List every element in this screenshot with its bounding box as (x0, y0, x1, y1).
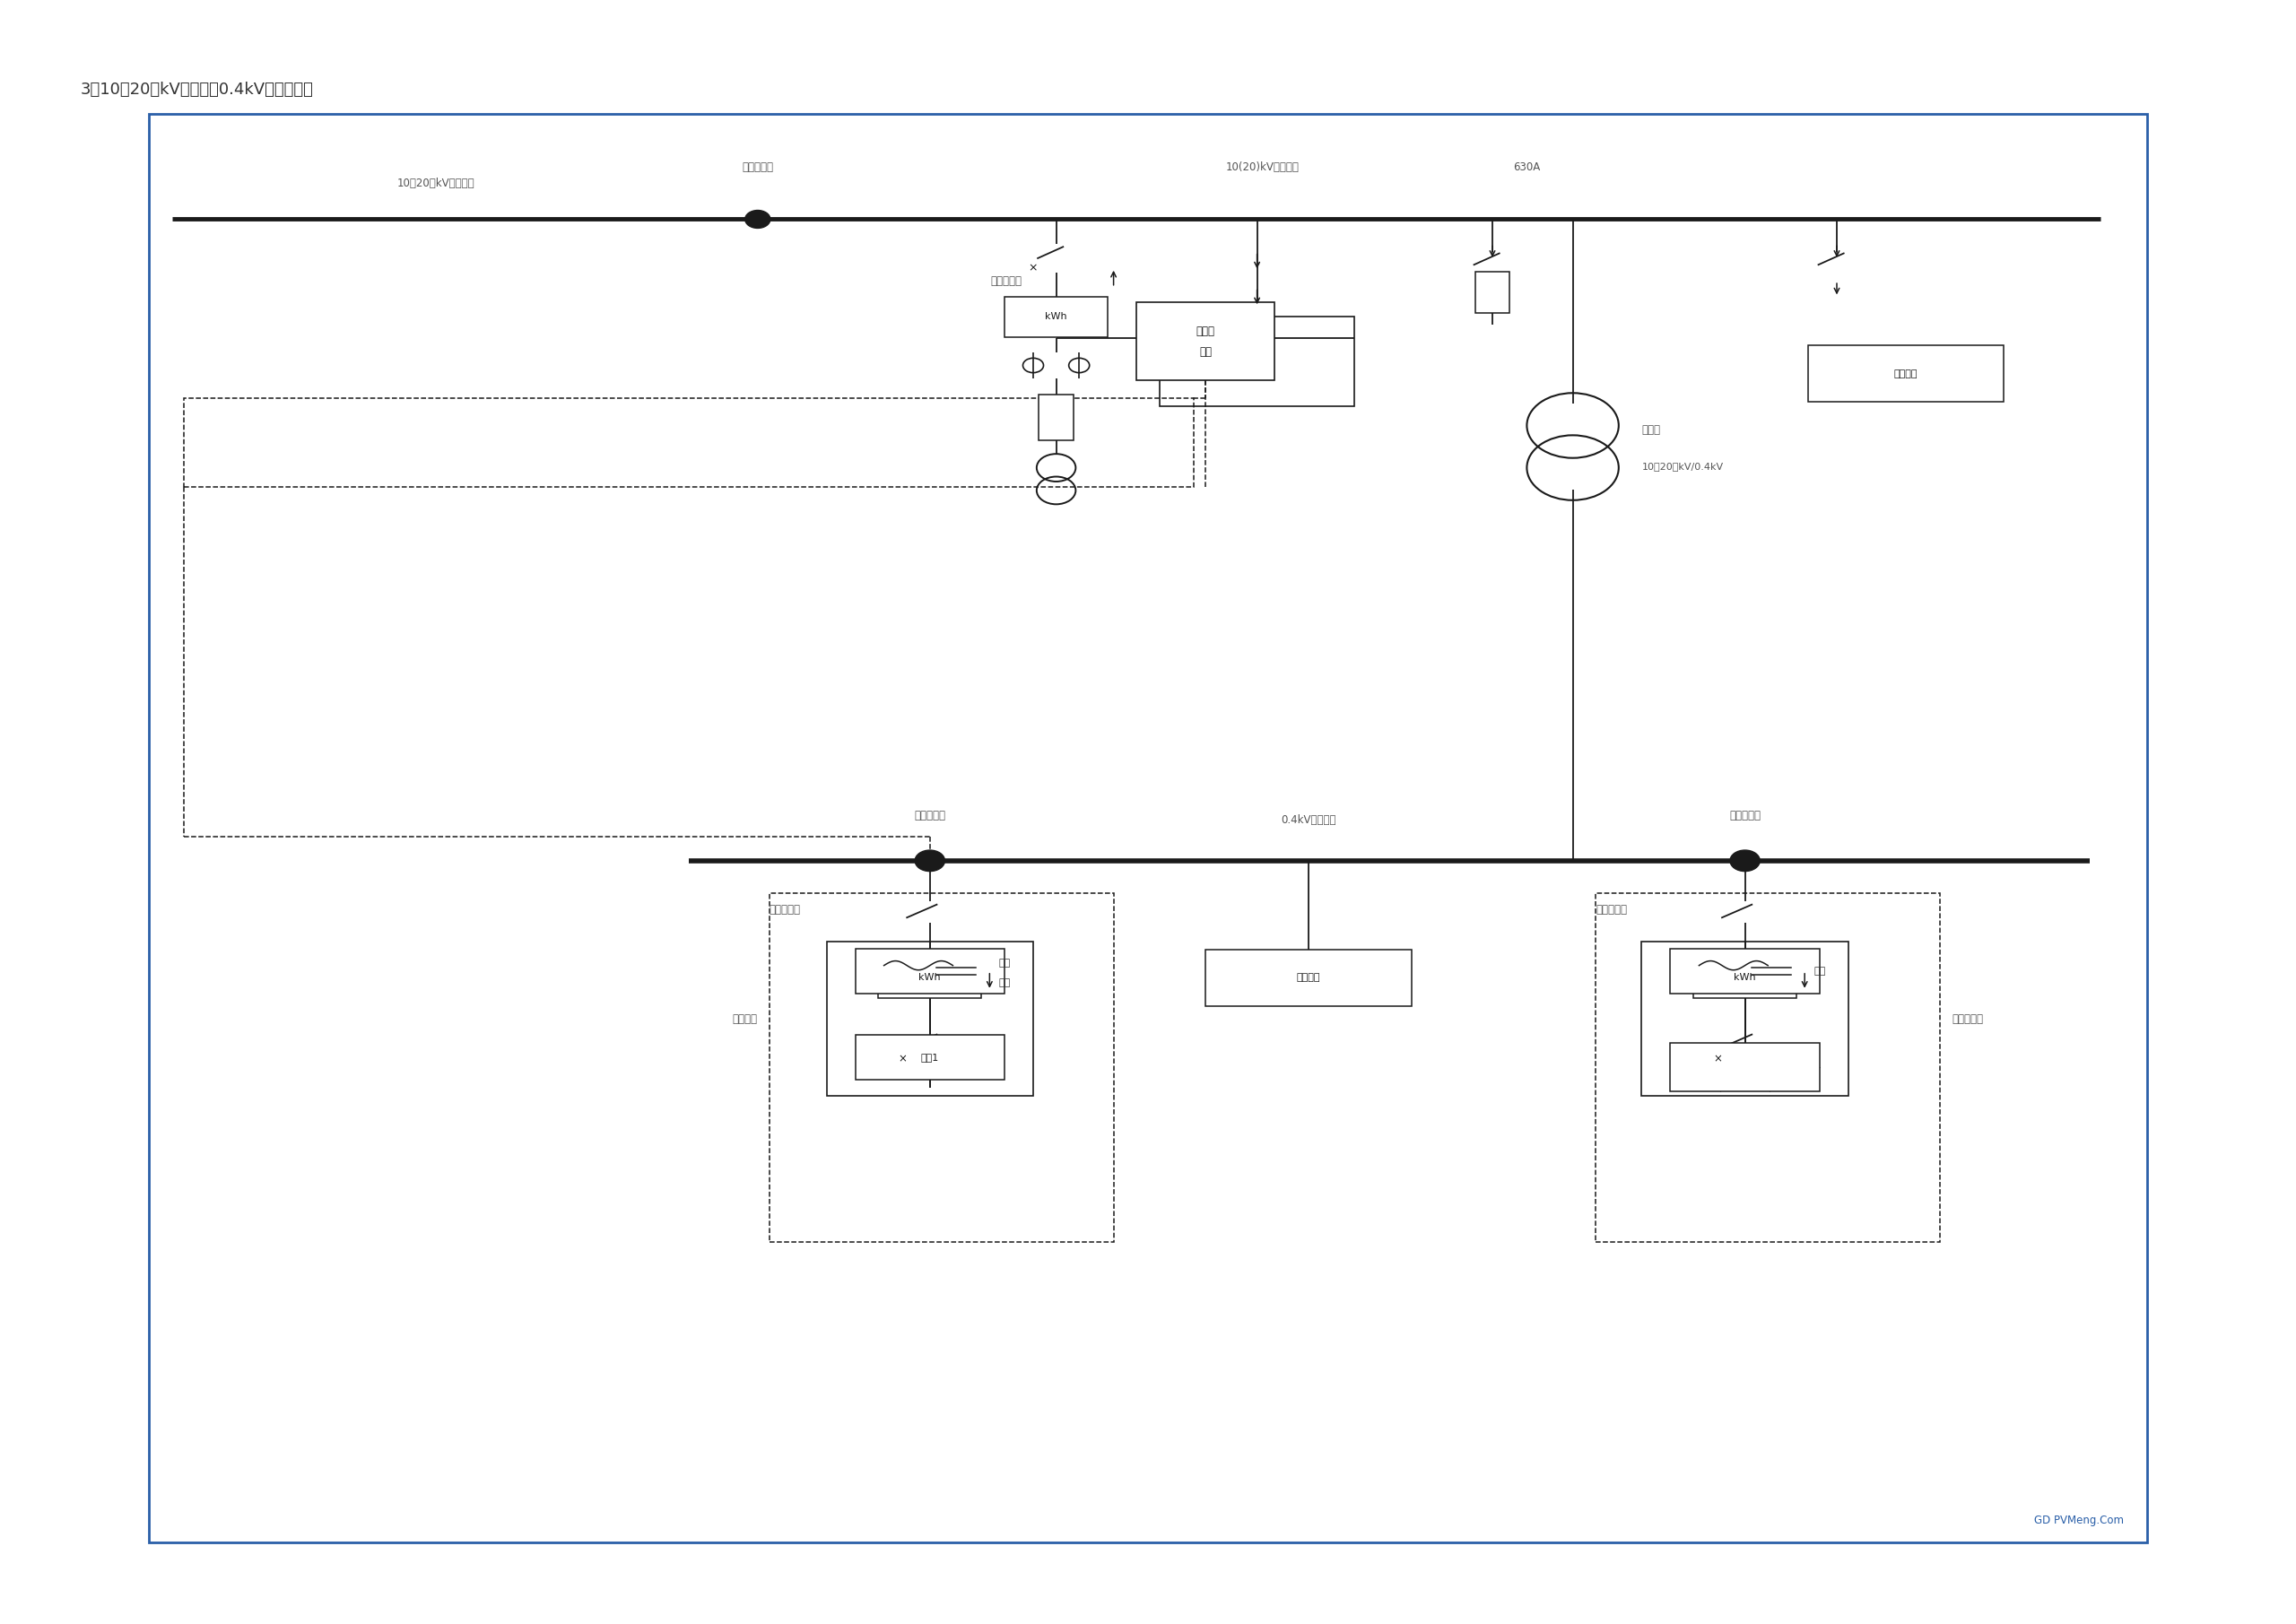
Text: 储能系统: 储能系统 (732, 1013, 758, 1025)
Bar (1205, 948, 1412, 1005)
Bar (1809, 346, 2002, 401)
Text: 装置: 装置 (1199, 346, 1212, 359)
Bar (1596, 893, 1940, 1242)
Bar (149, 114, 2147, 1543)
Text: 630A: 630A (1513, 161, 1541, 174)
Text: 用户负荷: 用户负荷 (1894, 369, 1917, 378)
Text: 用户计量点: 用户计量点 (990, 274, 1022, 287)
Bar (856, 1034, 1006, 1080)
Bar (1006, 296, 1109, 336)
Text: kWh: kWh (1045, 312, 1068, 322)
Text: 公共连接点: 公共连接点 (742, 161, 774, 174)
Bar (769, 893, 1114, 1242)
Text: ×: × (898, 1052, 907, 1065)
Text: kWh: kWh (918, 973, 941, 983)
Text: 3、10（20）kV高供高计0.4kV低压侧并网: 3、10（20）kV高供高计0.4kV低压侧并网 (80, 81, 315, 97)
Circle shape (1731, 851, 1761, 870)
Text: 储能1: 储能1 (921, 1052, 939, 1062)
Text: 10(20)kV用户母线: 10(20)kV用户母线 (1226, 161, 1300, 174)
Text: ×: × (1029, 261, 1038, 274)
Bar (1159, 317, 1355, 406)
Text: GD PVMeng.Com: GD PVMeng.Com (2034, 1515, 2124, 1527)
Bar (1476, 271, 1511, 312)
Bar (1040, 395, 1075, 440)
Text: kWh: kWh (1733, 973, 1756, 983)
Text: ×: × (1713, 1052, 1722, 1065)
Bar (827, 942, 1033, 1096)
Text: 防逆流: 防逆流 (1196, 325, 1215, 338)
Bar (856, 948, 1006, 994)
Circle shape (744, 211, 771, 227)
Text: 分布式光伏: 分布式光伏 (1952, 1013, 1984, 1025)
Bar (1671, 1043, 1821, 1091)
Bar (1137, 302, 1274, 380)
Text: 0.4kV用户母线: 0.4kV用户母线 (1281, 814, 1336, 827)
Text: 正向: 正向 (999, 978, 1010, 987)
Bar (184, 398, 1194, 487)
Bar (1642, 942, 1848, 1096)
Text: 用户变: 用户变 (1642, 424, 1660, 437)
Text: 10（20）kV公用线路: 10（20）kV公用线路 (397, 177, 475, 190)
Bar (879, 957, 983, 997)
Text: 光伏计量箱: 光伏计量箱 (1596, 903, 1628, 916)
Text: 光伏并网点: 光伏并网点 (1729, 809, 1761, 822)
Text: 储能并网点: 储能并网点 (914, 809, 946, 822)
Bar (1694, 957, 1798, 997)
Text: 上网: 上网 (1814, 966, 1825, 976)
Text: 10（20）kV/0.4kV: 10（20）kV/0.4kV (1642, 461, 1724, 471)
Bar (1671, 948, 1821, 994)
Text: 充电: 充电 (999, 958, 1010, 968)
Circle shape (914, 851, 946, 870)
Text: 储能计量柜: 储能计量柜 (769, 903, 801, 916)
Text: 用户负荷: 用户负荷 (1297, 973, 1320, 983)
